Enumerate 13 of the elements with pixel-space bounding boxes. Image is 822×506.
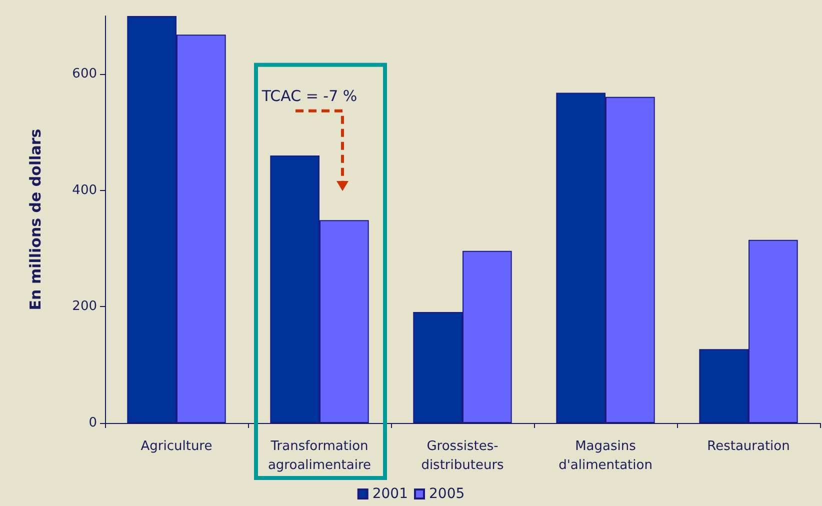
legend-label: 2005 bbox=[429, 486, 465, 502]
y-tick-label: 600 bbox=[72, 66, 97, 82]
y-tick-label: 400 bbox=[72, 182, 97, 198]
y-tick-label: 0 bbox=[88, 416, 97, 430]
annotation: TCAC = -7 % bbox=[260, 86, 358, 105]
y-tick-label: 200 bbox=[72, 299, 97, 314]
x-tick-label: Grossistes- distributeurs bbox=[421, 439, 504, 473]
y-axis-title: En millions de dollars bbox=[26, 128, 44, 310]
x-tick-label: Magasins d'alimentation bbox=[558, 439, 652, 473]
legend-label: 2001 bbox=[372, 486, 408, 502]
x-tick-label: Transformation agroalimentaire bbox=[268, 439, 372, 473]
x-tick-label: Restauration bbox=[707, 439, 790, 454]
x-tick-label: Agriculture bbox=[140, 439, 212, 454]
